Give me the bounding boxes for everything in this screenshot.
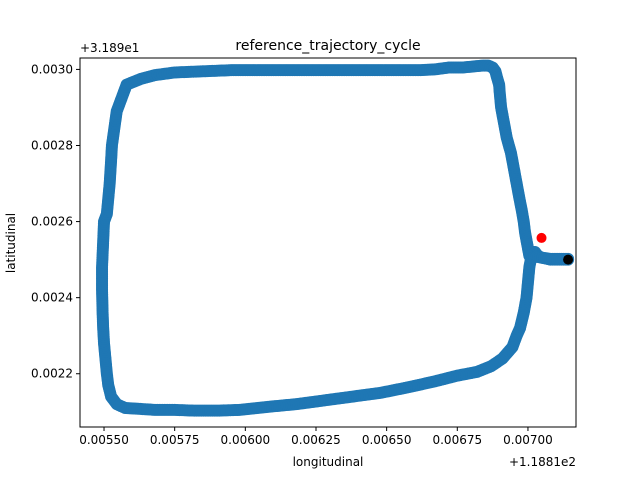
chart-title: reference_trajectory_cycle bbox=[235, 38, 420, 54]
x-axis-ticks: 0.00550 0.00575 0.00600 0.00625 0.00650 0.006… bbox=[79, 427, 553, 447]
data-layer bbox=[96, 59, 575, 417]
end-point-marker bbox=[536, 232, 547, 243]
x-tick-label: 0.00625 bbox=[291, 433, 341, 447]
y-tick-label: 0.0026 bbox=[31, 215, 73, 229]
y-tick-label: 0.0030 bbox=[31, 62, 73, 76]
x-tick-label: 0.00700 bbox=[503, 433, 553, 447]
x-tick-label: 0.00650 bbox=[362, 433, 412, 447]
x-tick-label: 0.00600 bbox=[221, 433, 271, 447]
plot-frame bbox=[79, 57, 577, 428]
y-tick-label: 0.0028 bbox=[31, 138, 73, 152]
y-axis-ticks: 0.0022 0.0024 0.0026 0.0028 0.0030 bbox=[31, 62, 80, 381]
y-tick-label: 0.0024 bbox=[31, 291, 73, 305]
x-axis-label: longitudinal bbox=[293, 455, 364, 469]
y-tick-label: 0.0022 bbox=[31, 367, 73, 381]
x-tick-label: 0.00575 bbox=[150, 433, 200, 447]
series-0-group bbox=[96, 59, 575, 417]
x-axis-offset-text: +1.1881e2 bbox=[509, 455, 576, 469]
y-axis-offset-text: +3.189e1 bbox=[80, 41, 139, 55]
y-axis-label: latitudinal bbox=[4, 213, 18, 273]
x-tick-label: 0.00675 bbox=[432, 433, 482, 447]
start-point-marker bbox=[563, 254, 574, 265]
x-tick-label: 0.00550 bbox=[79, 433, 129, 447]
